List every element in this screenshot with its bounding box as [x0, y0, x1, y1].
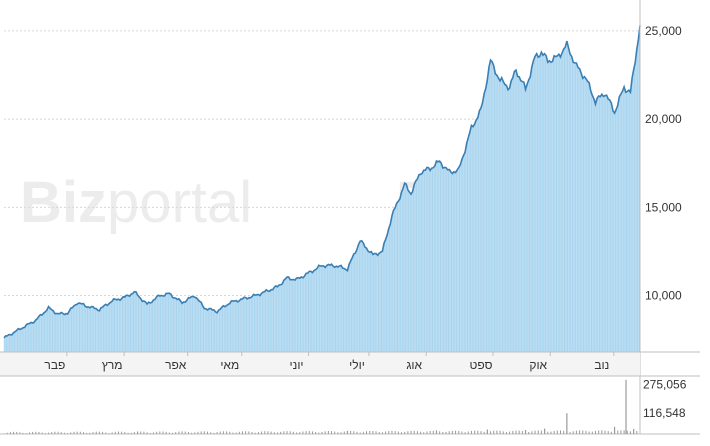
x-tick-label: מרץ: [102, 358, 123, 372]
x-tick-label: יולי: [349, 358, 365, 372]
x-axis-labels: פבר מרץ אפר מאי יוני יולי אוג ספט אוק נוב: [44, 352, 615, 372]
y-tick-label: 20,000: [645, 112, 682, 126]
x-tick-label: פבר: [44, 358, 65, 372]
x-axis-band: [0, 352, 640, 376]
axes: [0, 0, 700, 435]
x-tick-label: נוב: [594, 358, 609, 372]
plot-area: [3, 25, 641, 352]
y-axis-labels: 10,000 15,000 20,000 25,000: [645, 24, 682, 303]
x-tick-label: אוג: [406, 358, 422, 372]
volume-panel: 275,056 116,548: [3, 377, 687, 434]
x-tick-label: ספט: [470, 358, 493, 372]
x-tick-label: מאי: [220, 358, 239, 372]
volume-tick-label: 116,548: [643, 406, 686, 420]
x-tick-label: יוני: [290, 358, 304, 372]
watermark-1: Bizportal: [20, 170, 252, 235]
volume-tick-label: 275,056: [643, 377, 687, 391]
y-tick-label: 10,000: [645, 289, 682, 303]
y-tick-label: 15,000: [645, 200, 682, 214]
y-tick-label: 25,000: [645, 24, 682, 38]
x-tick-label: אפר: [165, 358, 187, 372]
series-line: [3, 25, 641, 339]
x-tick-label: אוק: [529, 358, 547, 372]
